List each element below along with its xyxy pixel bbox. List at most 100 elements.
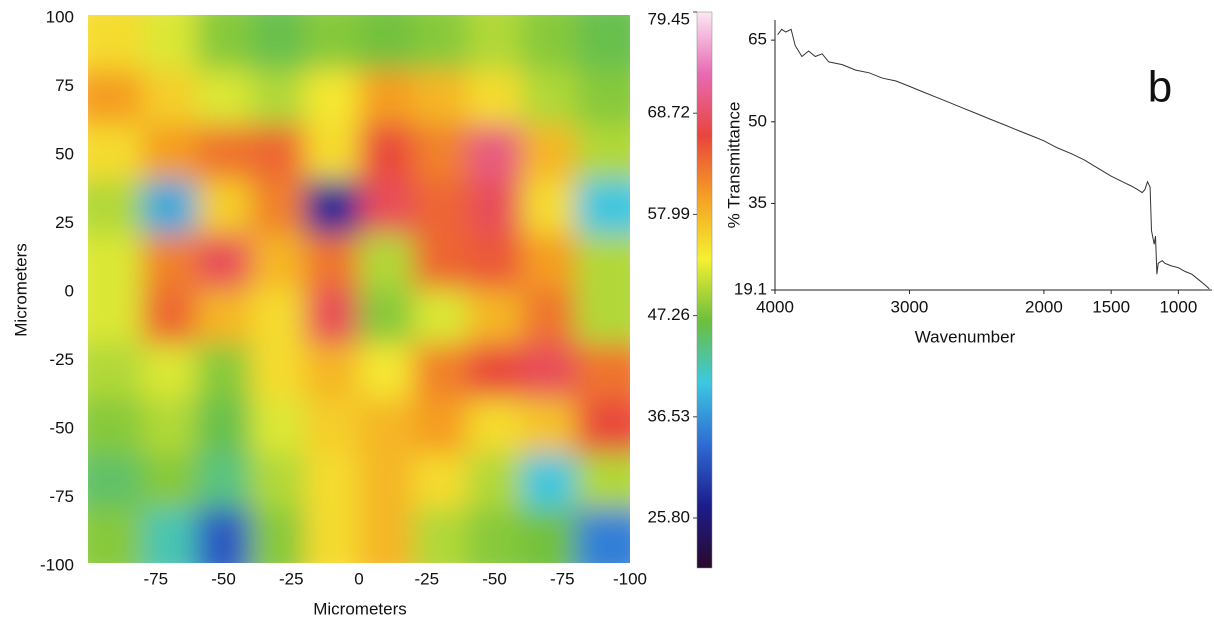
heatmap-cell (142, 15, 197, 71)
x-tick-label: 1500 (1092, 297, 1130, 316)
heatmap-cell (359, 179, 414, 235)
heatmap-cell (88, 343, 143, 400)
heatmap-cell (413, 179, 468, 235)
y-tick-label: 35 (748, 193, 767, 212)
colorbar-label: % Transmittance (724, 102, 743, 229)
colorbar-tick-label: 68.72 (647, 103, 690, 122)
panel-label: b (1148, 63, 1172, 112)
heatmap-cell (142, 234, 197, 290)
heatmap-cell (142, 69, 197, 126)
heatmap-cell (413, 124, 468, 180)
heatmap-cell (250, 398, 306, 454)
colorbar (696, 11, 713, 569)
heatmap-cell (250, 289, 306, 345)
heatmap-cell (467, 343, 523, 400)
heatmap-cell (304, 508, 360, 563)
heatmap-cell (142, 453, 197, 509)
heatmap-cell (88, 234, 143, 290)
heatmap-cell (467, 124, 523, 180)
y-tick-label: 0 (65, 281, 74, 300)
y-tick-label: -75 (49, 487, 74, 506)
heatmap-cell (521, 343, 577, 400)
y-axis-label: Micrometers (11, 243, 30, 337)
y-tick-label: 100 (46, 7, 74, 26)
heatmap-cell (359, 398, 414, 454)
heatmap-cell (250, 15, 306, 71)
x-tick-label: -100 (613, 569, 647, 588)
heatmap-cell (250, 69, 306, 126)
heatmap-cell (142, 124, 197, 180)
heatmap-cell (196, 124, 252, 180)
heatmap-cell (196, 453, 252, 509)
x-tick-label: 1000 (1159, 297, 1197, 316)
x-tick-label: -25 (414, 569, 439, 588)
heatmap-cell (575, 15, 630, 71)
heatmap-cell (304, 343, 360, 400)
heatmap-cell (304, 69, 360, 126)
heatmap-cell (521, 453, 577, 509)
heatmap-cell (413, 289, 468, 345)
y-tick-label: 19.1 (734, 279, 767, 298)
heatmap-cell (88, 453, 143, 509)
heatmap-cell (413, 234, 468, 290)
heatmap-cell (413, 69, 468, 126)
heatmap-cell (304, 289, 360, 345)
spectrum-line (777, 28, 1210, 290)
heatmap-cell (88, 508, 143, 563)
heatmap-cell (304, 15, 360, 71)
x-axis-label: Micrometers (313, 599, 407, 618)
heatmap-cell (359, 124, 414, 180)
y-tick-label: 65 (748, 30, 767, 49)
heatmap-cell (359, 343, 414, 400)
x-tick-label: 4000 (756, 297, 794, 316)
heatmap-cell (467, 179, 523, 235)
heatmap-cell (467, 15, 523, 71)
heatmap-cell (467, 234, 523, 290)
heatmap-cell (250, 234, 306, 290)
x-tick-label: 0 (354, 569, 363, 588)
heatmap-cell (88, 289, 143, 345)
heatmap-cell (196, 289, 252, 345)
heatmap-cell (196, 508, 252, 563)
heatmap-cell (521, 69, 577, 126)
heatmap-cell (575, 343, 630, 400)
heatmap-cell (467, 69, 523, 126)
heatmap-cell (196, 398, 252, 454)
heatmap-cell (196, 69, 252, 126)
y-tick-label: 25 (55, 213, 74, 232)
heatmap-cell (304, 124, 360, 180)
heatmap-cell (359, 15, 414, 71)
heatmap-cell (196, 234, 252, 290)
heatmap-cell (359, 234, 414, 290)
heatmap-cell (142, 289, 197, 345)
x-tick-label: -50 (211, 569, 236, 588)
heatmap-cell (250, 179, 306, 235)
colorbar-tick-label: 57.99 (647, 204, 690, 223)
heatmap-cell (521, 124, 577, 180)
heatmap-cell (413, 15, 468, 71)
heatmap-cell (304, 234, 360, 290)
heatmap-cell (413, 398, 468, 454)
heatmap-cell (250, 343, 306, 400)
heatmap-cell (575, 234, 630, 290)
colorbar-tick-label: 36.53 (647, 406, 690, 425)
x-tick-label: -25 (279, 569, 304, 588)
x-tick-label: -75 (550, 569, 575, 588)
y-tick-label: 75 (55, 76, 74, 95)
heatmap-cell (359, 453, 414, 509)
heatmap-area (88, 15, 630, 563)
heatmap-cell (88, 124, 143, 180)
heatmap-cell (521, 15, 577, 71)
heatmap-cell (575, 398, 630, 454)
y-tick-label: 50 (748, 111, 767, 130)
heatmap-cell (413, 453, 468, 509)
heatmap-cell (575, 453, 630, 509)
x-tick-label: -75 (143, 569, 168, 588)
heatmap-cell (575, 179, 630, 235)
heatmap-cell (196, 179, 252, 235)
heatmap-cell (304, 179, 360, 235)
heatmap-cell (142, 398, 197, 454)
heatmap-cell (142, 508, 197, 563)
heatmap-cell (88, 179, 143, 235)
